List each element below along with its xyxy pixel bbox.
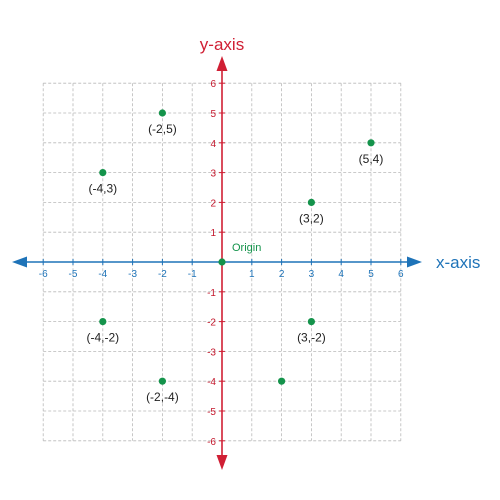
data-point [99, 318, 107, 326]
x-tick-label: 5 [368, 269, 374, 280]
y-tick-label: 2 [210, 198, 216, 209]
x-axis-left-arrow [12, 256, 27, 268]
y-tick-label: 1 [210, 228, 216, 239]
y-tick-label: -1 [207, 288, 216, 299]
x-tick-label: -2 [158, 269, 167, 280]
y-axis-label: y-axis [200, 35, 244, 54]
tick-labels: -6 -5 -4 -3 -2 -1 1 2 3 4 5 6 -6 -5 -4 -3 -2 -1 1 2 3 4 5 6 [39, 79, 404, 448]
x-tick-label: 1 [249, 269, 255, 280]
point-label: (3,2) [299, 211, 324, 225]
data-point [99, 169, 107, 177]
y-tick-label: 4 [210, 139, 216, 150]
x-tick-label: 4 [338, 269, 344, 280]
data-point [307, 198, 315, 206]
point-label: (-4,-2) [86, 331, 119, 345]
point-label: (-2,5) [148, 122, 177, 136]
x-tick-label: 3 [309, 269, 315, 280]
data-point [278, 377, 286, 385]
y-tick-label: -5 [207, 407, 216, 418]
point-label: (3,-2) [297, 331, 326, 345]
x-tick-label: 2 [279, 269, 285, 280]
x-tick-label: -5 [69, 269, 78, 280]
x-axis-label: x-axis [436, 253, 480, 272]
axes [12, 56, 422, 470]
data-point [307, 318, 315, 326]
data-point [158, 377, 166, 385]
data-point [218, 258, 226, 266]
x-tick-label: -4 [98, 269, 107, 280]
x-tick-label: 6 [398, 269, 404, 280]
x-axis-right-arrow [407, 256, 422, 268]
y-tick-label: -4 [207, 377, 216, 388]
point-label: (-4,3) [88, 182, 117, 196]
y-tick-label: 5 [210, 109, 216, 120]
data-points: (-2,5) (5,4) (-4,3) (3,2) Origin (-4,-2) (3,-2… [86, 109, 383, 404]
point-label: (-2,-4) [146, 390, 179, 404]
y-tick-label: -2 [207, 318, 216, 329]
x-tick-label: -6 [39, 269, 48, 280]
y-tick-label: 6 [210, 79, 216, 90]
data-point [367, 139, 375, 147]
point-label: (5,4) [359, 152, 384, 166]
x-tick-label: -1 [188, 269, 197, 280]
y-axis-bottom-arrow [216, 455, 228, 470]
y-axis-top-arrow [216, 56, 228, 71]
y-tick-label: -3 [207, 347, 216, 358]
y-tick-label: -6 [207, 437, 216, 448]
x-tick-label: -3 [128, 269, 137, 280]
origin-label: Origin [232, 242, 261, 254]
y-tick-label: 3 [210, 169, 216, 180]
data-point [158, 109, 166, 117]
